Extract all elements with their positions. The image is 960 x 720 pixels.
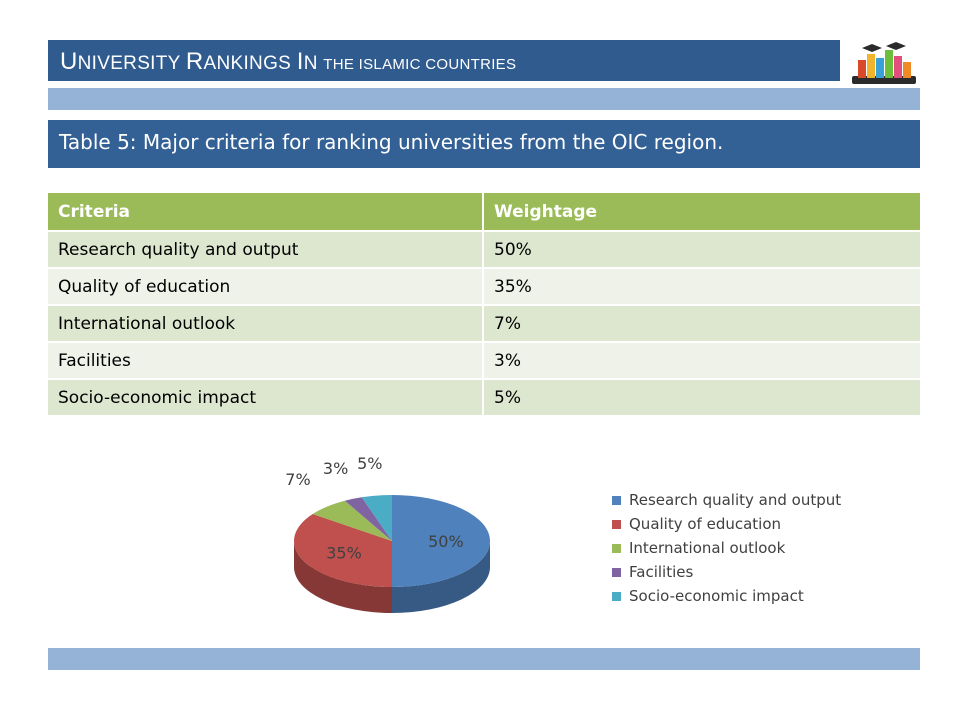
legend-label: International outlook (629, 539, 786, 557)
legend-swatch (612, 543, 621, 553)
table-caption: Table 5: Major criteria for ranking univ… (59, 130, 724, 154)
table-header-row: Criteria Weightage (48, 193, 920, 232)
column-header-criteria: Criteria (48, 193, 484, 232)
title-part: NIVERSITY (77, 53, 186, 74)
title-part: R (185, 48, 204, 75)
legend-item: International outlook (612, 536, 841, 560)
legend-swatch (612, 519, 621, 529)
pie-slice (392, 495, 490, 587)
page-title: UNIVERSITY RANKINGS IN THE ISLAMIC COUNT… (60, 48, 516, 76)
title-part: THE ISLAMIC COUNTRIES (323, 56, 517, 73)
title-part: U (60, 48, 78, 75)
legend-label: Facilities (629, 563, 694, 581)
legend-item: Research quality and output (612, 488, 841, 512)
title-part: I (296, 48, 304, 75)
criteria-cell: Quality of education (48, 268, 484, 306)
weightage-cell: 50% (483, 231, 920, 269)
weightage-cell: 5% (483, 379, 920, 417)
legend-item: Socio-economic impact (612, 584, 841, 608)
legend-label: Research quality and output (629, 491, 842, 509)
column-header-weightage: Weightage (483, 193, 920, 232)
pie-data-label: 50% (428, 532, 464, 551)
pie-slice (294, 513, 392, 587)
criteria-cell: Facilities (48, 342, 484, 380)
title-bar: UNIVERSITY RANKINGS IN THE ISLAMIC COUNT… (48, 40, 840, 81)
decorative-strip-bottom (48, 648, 920, 670)
pie-data-label: 7% (285, 470, 310, 489)
legend-item: Quality of education (612, 512, 841, 536)
title-part: N (303, 53, 324, 74)
pie-slice (312, 500, 392, 541)
subtitle-bar: Table 5: Major criteria for ranking univ… (48, 120, 920, 168)
legend-swatch (612, 591, 621, 601)
pie-slice (361, 495, 392, 541)
bar-chart-graduation-caps-icon (852, 42, 916, 84)
criteria-table: Criteria Weightage Research quality and … (48, 193, 920, 417)
pie-slice (344, 497, 392, 541)
table-row: International outlook 7% (48, 305, 920, 343)
table-row: Quality of education 35% (48, 268, 920, 306)
table-row: Socio-economic impact 5% (48, 379, 920, 417)
weightage-cell: 7% (483, 305, 920, 343)
criteria-cell: International outlook (48, 305, 484, 343)
criteria-cell: Research quality and output (48, 231, 484, 269)
pie-chart: 50% 35% 7% 3% 5% (285, 455, 490, 613)
pie-slice-side (392, 541, 490, 613)
decorative-strip-top (48, 88, 920, 110)
pie-data-label: 35% (326, 544, 362, 563)
legend-label: Socio-economic impact (629, 587, 804, 605)
pie-data-label: 3% (323, 459, 348, 478)
table-row: Research quality and output 50% (48, 231, 920, 269)
pie-slice-side (294, 541, 392, 613)
criteria-cell: Socio-economic impact (48, 379, 484, 417)
chart-legend: Research quality and output Quality of ed… (612, 488, 841, 608)
legend-item: Facilities (612, 560, 841, 584)
legend-swatch (612, 495, 621, 505)
weightage-cell: 3% (483, 342, 920, 380)
table-row: Facilities 3% (48, 342, 920, 380)
title-part: ANKINGS (203, 53, 297, 74)
legend-label: Quality of education (629, 515, 782, 533)
weightage-cell: 35% (483, 268, 920, 306)
pie-data-label: 5% (357, 455, 382, 473)
legend-swatch (612, 567, 621, 577)
